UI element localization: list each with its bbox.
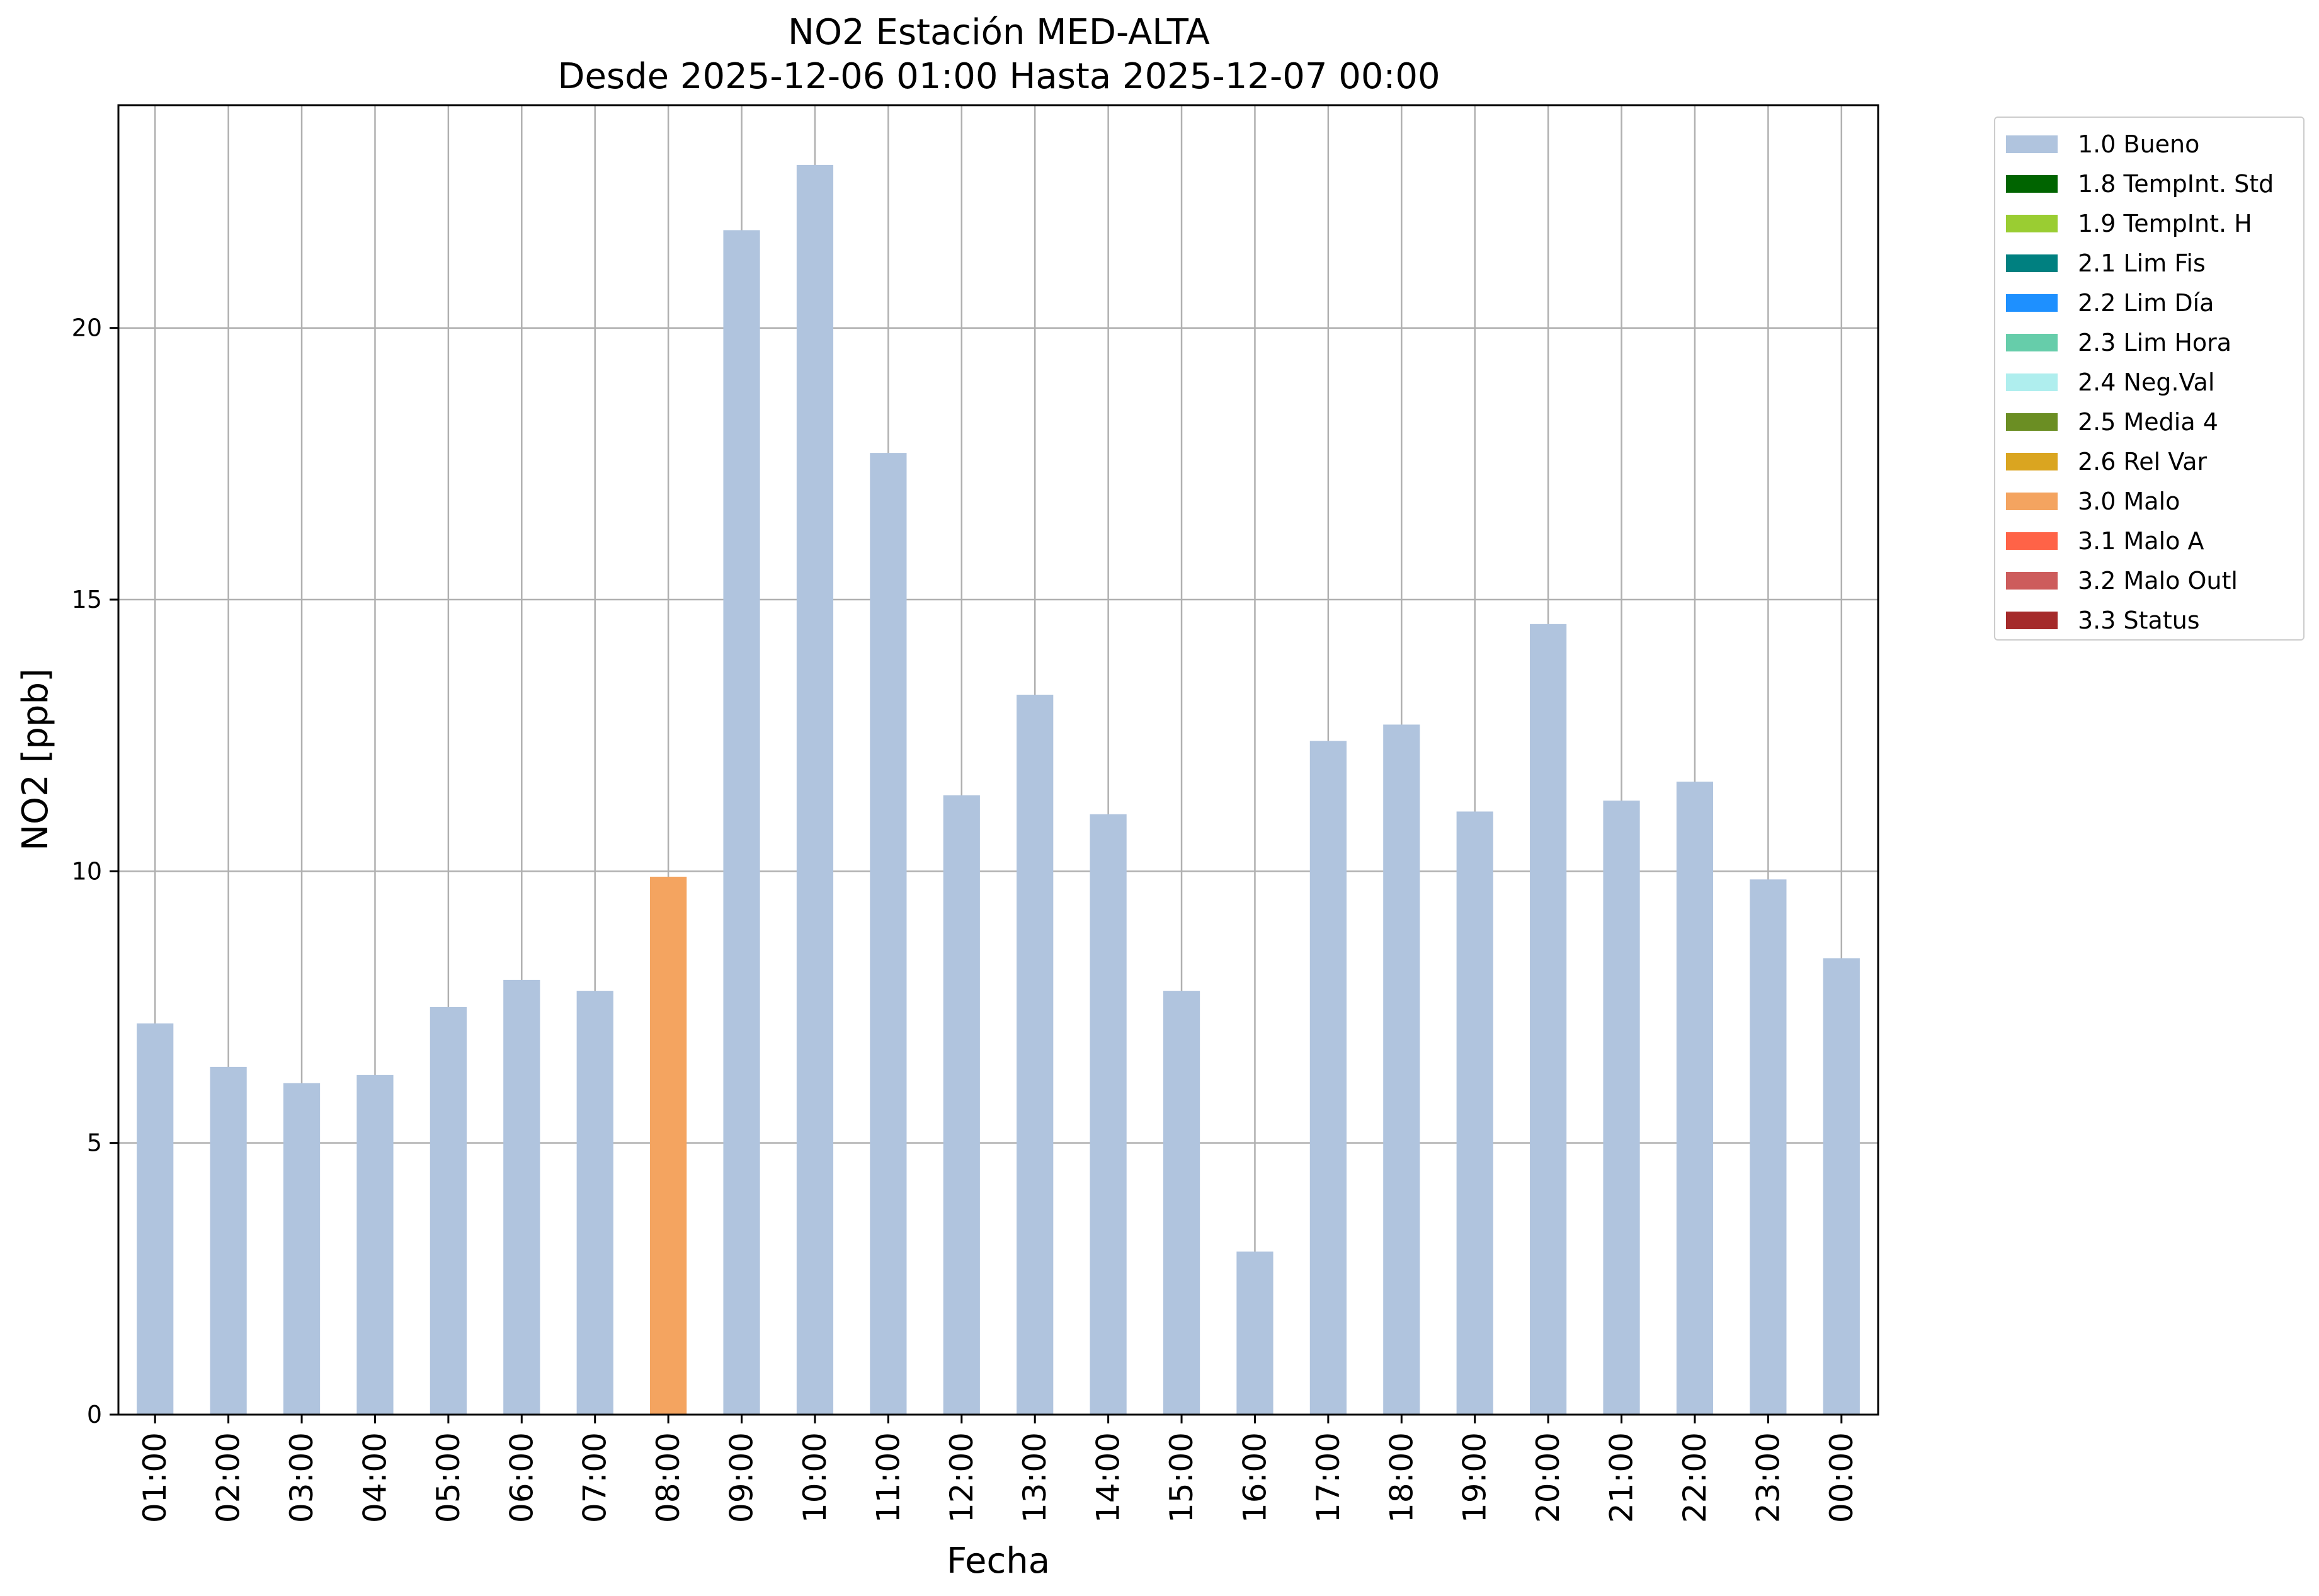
bar-0000 bbox=[1823, 958, 1860, 1415]
x-tick-label: 15:00 bbox=[1163, 1432, 1200, 1523]
x-tick-label: 13:00 bbox=[1017, 1432, 1053, 1523]
x-tick-label: 20:00 bbox=[1530, 1432, 1566, 1523]
x-tick-label: 03:00 bbox=[283, 1432, 320, 1523]
legend-swatch bbox=[2006, 373, 2058, 391]
bar-0700 bbox=[576, 991, 613, 1415]
x-tick-label: 07:00 bbox=[577, 1432, 613, 1523]
legend-label: 3.3 Status bbox=[2078, 607, 2200, 634]
legend-swatch bbox=[2006, 135, 2058, 153]
bar-2100 bbox=[1603, 801, 1640, 1415]
bar-2300 bbox=[1750, 879, 1787, 1415]
bar-0600 bbox=[503, 979, 540, 1415]
legend-swatch bbox=[2006, 612, 2058, 629]
legend-label: 2.5 Media 4 bbox=[2078, 408, 2218, 436]
bar-2000 bbox=[1530, 624, 1567, 1415]
x-tick-label: 12:00 bbox=[943, 1432, 980, 1523]
legend-label: 2.4 Neg.Val bbox=[2078, 368, 2215, 396]
y-tick-label: 10 bbox=[72, 857, 102, 885]
bar-1200 bbox=[943, 795, 980, 1415]
legend-swatch bbox=[2006, 254, 2058, 272]
legend-swatch bbox=[2006, 413, 2058, 431]
x-tick-label: 14:00 bbox=[1090, 1432, 1127, 1523]
bar-1300 bbox=[1017, 694, 1054, 1415]
legend-swatch bbox=[2006, 493, 2058, 510]
bar-0300 bbox=[283, 1083, 321, 1415]
x-tick-label: 05:00 bbox=[430, 1432, 467, 1523]
x-axis: 01:00 02:00 03:00 04:00 05:00 06:00 07:00 08:00… bbox=[137, 1415, 1860, 1523]
legend-label: 1.0 Bueno bbox=[2078, 130, 2200, 158]
legend-swatch bbox=[2006, 532, 2058, 550]
x-tick-label: 23:00 bbox=[1750, 1432, 1786, 1523]
bar-0100 bbox=[137, 1023, 174, 1415]
y-tick-label: 0 bbox=[87, 1401, 102, 1428]
bar-1600 bbox=[1236, 1251, 1273, 1415]
y-tick-label: 5 bbox=[87, 1129, 102, 1157]
x-tick-label: 21:00 bbox=[1604, 1432, 1640, 1523]
x-tick-label: 01:00 bbox=[137, 1432, 173, 1523]
bar-1100 bbox=[870, 453, 907, 1415]
chart-subtitle: Desde 2025-12-06 01:00 Hasta 2025-12-07 … bbox=[557, 56, 1440, 97]
chart-title: NO2 Estación MED-ALTA bbox=[788, 12, 1210, 53]
y-axis: 0 5 10 15 20 bbox=[72, 314, 118, 1428]
legend: 1.0 Bueno 1.8 TempInt. Std 1.9 TempInt. H 2… bbox=[1994, 117, 2305, 641]
bar-1800 bbox=[1383, 724, 1420, 1415]
bar-2200 bbox=[1676, 782, 1714, 1415]
x-tick-label: 10:00 bbox=[797, 1432, 833, 1523]
y-tick-label: 20 bbox=[72, 314, 102, 342]
x-tick-label: 19:00 bbox=[1457, 1432, 1493, 1523]
bar-1500 bbox=[1163, 991, 1200, 1415]
bars bbox=[137, 164, 1860, 1415]
x-tick-label: 11:00 bbox=[870, 1432, 906, 1523]
legend-label: 3.2 Malo Outl bbox=[2078, 567, 2238, 595]
legend-swatch bbox=[2006, 572, 2058, 590]
x-tick-label: 09:00 bbox=[724, 1432, 760, 1523]
x-tick-label: 22:00 bbox=[1677, 1432, 1713, 1523]
bar-1000 bbox=[796, 164, 834, 1415]
legend-swatch bbox=[2006, 175, 2058, 193]
legend-swatch bbox=[2006, 215, 2058, 232]
x-tick-label: 17:00 bbox=[1310, 1432, 1347, 1523]
legend-swatch bbox=[2006, 334, 2058, 351]
x-tick-label: 08:00 bbox=[650, 1432, 687, 1523]
legend-label: 2.1 Lim Fis bbox=[2078, 249, 2206, 277]
legend-label: 2.6 Rel Var bbox=[2078, 448, 2208, 476]
legend-label: 2.3 Lim Hora bbox=[2078, 329, 2232, 356]
legend-label: 1.8 TempInt. Std bbox=[2078, 170, 2274, 198]
legend-label: 2.2 Lim Día bbox=[2078, 289, 2214, 317]
bar-0900 bbox=[723, 230, 760, 1415]
x-axis-label: Fecha bbox=[947, 1541, 1050, 1582]
x-tick-label: 18:00 bbox=[1383, 1432, 1420, 1523]
bar-1900 bbox=[1456, 811, 1493, 1415]
y-axis-label: NO2 [ppb] bbox=[15, 668, 56, 851]
legend-label: 3.0 Malo bbox=[2078, 487, 2180, 515]
legend-swatch bbox=[2006, 294, 2058, 312]
legend-label: 3.1 Malo A bbox=[2078, 527, 2204, 555]
legend-swatch bbox=[2006, 453, 2058, 470]
bar-0200 bbox=[210, 1066, 247, 1415]
x-tick-label: 04:00 bbox=[356, 1432, 393, 1523]
bar-1700 bbox=[1309, 741, 1347, 1415]
plot-frame bbox=[117, 104, 1879, 1416]
x-tick-label: 02:00 bbox=[210, 1432, 247, 1523]
x-tick-label: 00:00 bbox=[1823, 1432, 1860, 1523]
bar-0400 bbox=[356, 1074, 394, 1415]
x-tick-label: 06:00 bbox=[503, 1432, 540, 1523]
y-tick-label: 15 bbox=[72, 586, 102, 613]
x-tick-label: 16:00 bbox=[1236, 1432, 1273, 1523]
legend-label: 1.9 TempInt. H bbox=[2078, 210, 2252, 237]
bar-0500 bbox=[430, 1007, 467, 1415]
bar-1400 bbox=[1090, 814, 1127, 1415]
bar-0800 bbox=[650, 876, 687, 1415]
